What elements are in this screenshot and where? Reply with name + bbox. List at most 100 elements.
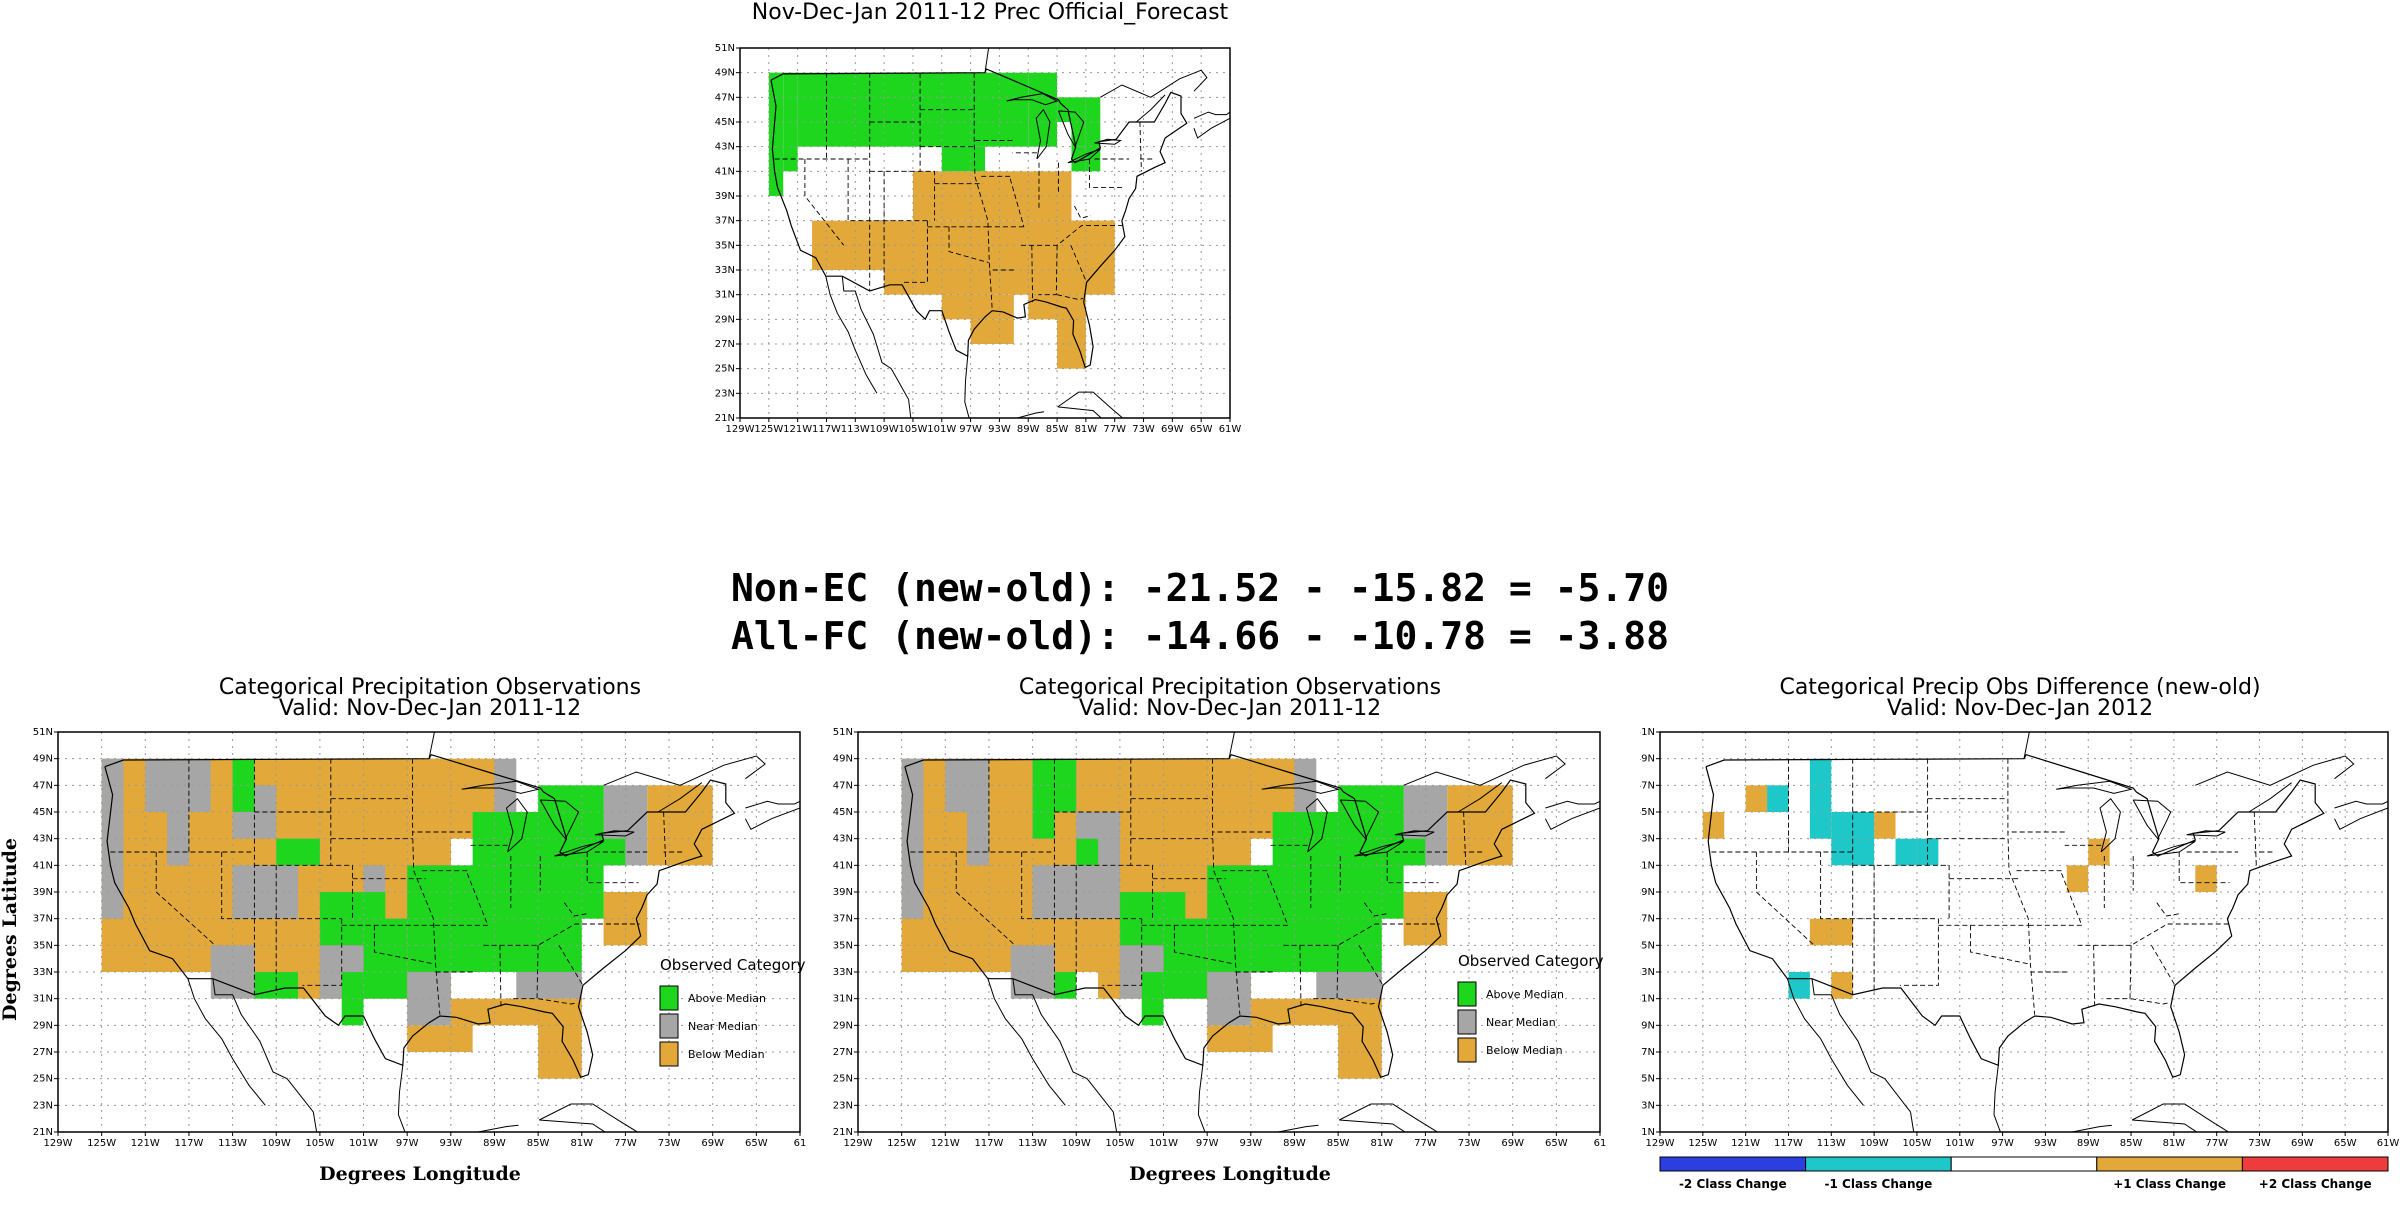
cuba-outline bbox=[538, 1103, 639, 1132]
legend-swatch-above bbox=[1457, 981, 1477, 1007]
cell-below-1-4 bbox=[970, 319, 1014, 344]
y-tick-label: 49N bbox=[33, 754, 53, 765]
x-tick-label: 129W bbox=[844, 1138, 873, 1149]
y-tick-label: 37N bbox=[1640, 914, 1655, 925]
cell-above-0-5 bbox=[1057, 97, 1086, 122]
y-tick-label: 23N bbox=[833, 1100, 853, 1111]
state-boundary bbox=[509, 945, 539, 1000]
state-boundary bbox=[2077, 923, 2231, 946]
x-tick-label: 77W bbox=[1414, 1138, 1437, 1149]
cell-plus1-1-6 bbox=[2088, 838, 2110, 866]
y-tick-label: 25N bbox=[715, 364, 735, 375]
cell-above-2-10 bbox=[1076, 838, 1099, 866]
legend-label: +2 Class Change bbox=[2259, 1177, 2372, 1191]
x-tick-label: 101W bbox=[349, 1138, 378, 1149]
x-tick-label: 77W bbox=[1103, 424, 1126, 435]
legend-swatch-0 bbox=[1659, 1156, 1807, 1172]
cell-above-2-3 bbox=[1163, 918, 1208, 999]
plot-frame bbox=[1659, 731, 2389, 1133]
state-boundary bbox=[1070, 245, 1088, 283]
y-tick-label: 47N bbox=[1640, 780, 1655, 791]
cell-above-0-0 bbox=[768, 72, 784, 196]
state-boundary bbox=[1038, 245, 1058, 296]
coastline bbox=[1228, 732, 1235, 759]
lake-outline bbox=[2056, 780, 2133, 794]
legend-label: Below Median bbox=[1486, 1044, 1563, 1057]
x-tick-label: 117W bbox=[174, 1138, 203, 1149]
state-boundary bbox=[563, 902, 590, 917]
y-tick-label: 43N bbox=[33, 834, 53, 845]
coastline bbox=[1012, 978, 1118, 1132]
state-boundary bbox=[804, 159, 845, 246]
x-tick-label: 73W bbox=[1458, 1138, 1481, 1149]
state-boundary bbox=[1057, 294, 1084, 301]
cell-near-1-11 bbox=[363, 865, 386, 892]
x-tick-label: 117W bbox=[812, 424, 841, 435]
x-tick-label: 113W bbox=[1018, 1138, 1047, 1149]
y-tick-label: 49N bbox=[1640, 754, 1655, 765]
state-boundary bbox=[2151, 945, 2176, 986]
forecast-title: Nov-Dec-Jan 2011-12 Prec Official_Foreca… bbox=[751, 0, 1229, 25]
coastline bbox=[1545, 800, 1600, 809]
x-tick-label: 69W bbox=[2291, 1138, 2314, 1149]
x-tick-label: 101W bbox=[1149, 1138, 1178, 1149]
x-tick-label: 125W bbox=[1688, 1138, 1717, 1149]
y-tick-label: 27N bbox=[33, 1047, 53, 1058]
y-tick-label: 25N bbox=[833, 1074, 853, 1085]
lake-outline bbox=[594, 830, 635, 837]
cell-below-0-3 bbox=[1207, 1025, 1273, 1052]
y-tick-label: 39N bbox=[833, 887, 853, 898]
coastline bbox=[1197, 1065, 1206, 1132]
lake-outline bbox=[1094, 138, 1122, 145]
x-tick-label: 125W bbox=[87, 1138, 116, 1149]
state-boundary bbox=[1089, 159, 1124, 188]
country-outline bbox=[770, 68, 1188, 369]
y-tick-label: 47N bbox=[715, 92, 735, 103]
legend-label: Below Median bbox=[688, 1048, 765, 1061]
y-tick-label: 35N bbox=[715, 240, 735, 251]
obs-old-ylabel: Degrees Latitude bbox=[0, 838, 21, 1021]
state-boundary bbox=[1021, 852, 1142, 920]
y-tick-label: 51N bbox=[1640, 727, 1655, 738]
x-tick-label: 113W bbox=[218, 1138, 247, 1149]
y-tick-label: 51N bbox=[715, 43, 735, 54]
y-tick-label: 45N bbox=[715, 117, 735, 128]
x-tick-label: 97W bbox=[1196, 1138, 1219, 1149]
x-tick-label: 61 bbox=[794, 1138, 807, 1149]
legend: Observed Category Above Median Near Median… bbox=[1457, 952, 1604, 1063]
cell-plus1-1-0 bbox=[1702, 812, 1725, 839]
x-tick-label: 81W bbox=[2163, 1138, 2186, 1149]
plot-frame bbox=[857, 731, 1601, 1133]
y-tick-label: 41N bbox=[33, 860, 53, 871]
x-tick-label: 117W bbox=[974, 1138, 1003, 1149]
cell-above-2-0 bbox=[232, 758, 255, 812]
y-tick-label: 49N bbox=[715, 68, 735, 79]
coastline bbox=[1193, 111, 1230, 119]
x-tick-label: 89W bbox=[1017, 424, 1040, 435]
y-tick-label: 21N bbox=[833, 1127, 853, 1138]
x-tick-label: 89W bbox=[483, 1138, 506, 1149]
x-tick-label: 129W bbox=[44, 1138, 73, 1149]
state-boundary bbox=[1338, 998, 1378, 1005]
y-tick-label: 43N bbox=[1640, 834, 1655, 845]
x-tick-label: 97W bbox=[396, 1138, 419, 1149]
coastline bbox=[657, 782, 703, 813]
x-tick-label: 121W bbox=[931, 1138, 960, 1149]
y-tick-label: 43N bbox=[715, 142, 735, 153]
cell-above-0-8 bbox=[1071, 146, 1086, 172]
x-tick-label: 81W bbox=[1075, 424, 1098, 435]
coastline bbox=[2248, 782, 2292, 813]
y-tick-label: 37N bbox=[833, 914, 853, 925]
cell-below-1-7 bbox=[1042, 270, 1086, 295]
state-boundary bbox=[663, 811, 667, 866]
lake-outline bbox=[1067, 148, 1101, 164]
state-boundary bbox=[1899, 918, 1939, 986]
forecast-map: 129W 125W 121W 117W 113W 109W 105W 101W 97W 93W 89… bbox=[715, 43, 1242, 435]
y-tick-label: 27N bbox=[715, 339, 735, 350]
state-boundary bbox=[948, 226, 989, 264]
legend-label: -2 Class Change bbox=[1679, 1177, 1787, 1191]
obs-old-title: Categorical Precipitation Observations bbox=[218, 675, 642, 700]
y-tick-label: 49N bbox=[833, 754, 853, 765]
obs-old-map: 129W 125W 121W 117W 113W 109W 105W 101W 97W 93W 89… bbox=[33, 727, 807, 1149]
legend-label: Near Median bbox=[1486, 1016, 1556, 1029]
